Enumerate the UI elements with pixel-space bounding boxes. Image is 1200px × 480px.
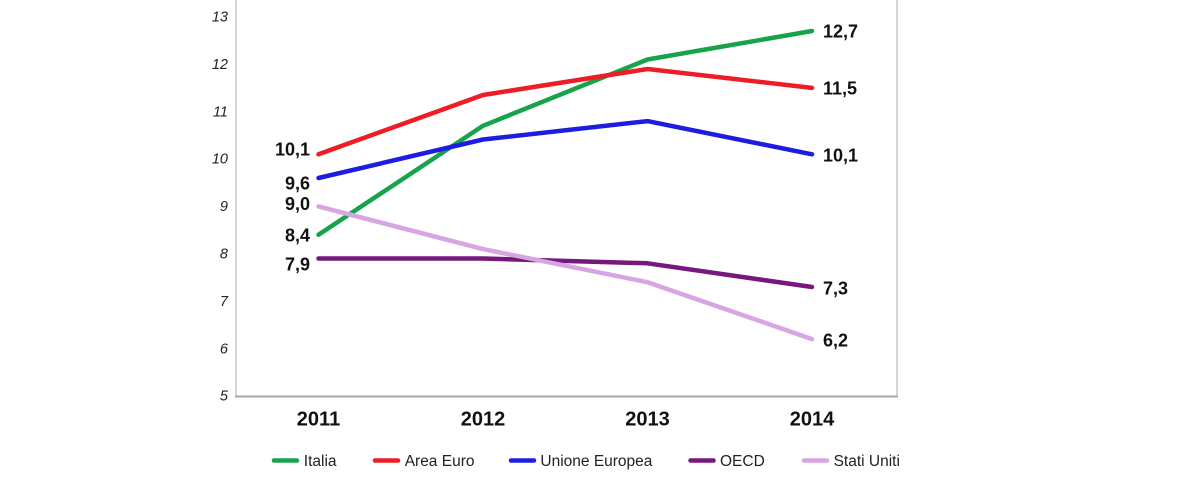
svg-text:11,5: 11,5 [823, 78, 857, 98]
svg-text:11: 11 [213, 104, 228, 120]
svg-text:9,6: 9,6 [285, 173, 310, 193]
svg-text:2012: 2012 [461, 409, 506, 431]
svg-text:8,4: 8,4 [285, 225, 310, 245]
svg-text:2011: 2011 [297, 409, 340, 431]
svg-text:10,1: 10,1 [823, 145, 858, 165]
svg-text:Unione Europea: Unione Europea [540, 453, 652, 470]
svg-text:10: 10 [212, 152, 228, 168]
svg-text:8: 8 [220, 247, 228, 263]
svg-text:13: 13 [212, 10, 228, 26]
svg-text:7: 7 [220, 294, 229, 310]
svg-text:7,9: 7,9 [285, 255, 310, 275]
svg-text:2013: 2013 [625, 409, 670, 431]
svg-text:6: 6 [220, 341, 229, 357]
svg-text:OECD: OECD [720, 453, 765, 470]
svg-text:12,7: 12,7 [823, 21, 858, 41]
svg-text:10,1: 10,1 [275, 139, 310, 159]
svg-text:7,3: 7,3 [823, 278, 848, 298]
svg-text:6,2: 6,2 [823, 330, 848, 350]
svg-text:9,0: 9,0 [285, 194, 310, 214]
svg-text:5: 5 [220, 389, 229, 405]
svg-text:Area Euro: Area Euro [405, 453, 475, 470]
svg-text:12: 12 [212, 57, 228, 73]
svg-text:Italia: Italia [304, 453, 337, 470]
svg-text:Stati Uniti: Stati Uniti [834, 453, 900, 470]
svg-text:9: 9 [220, 199, 228, 215]
svg-text:2014: 2014 [790, 409, 835, 431]
